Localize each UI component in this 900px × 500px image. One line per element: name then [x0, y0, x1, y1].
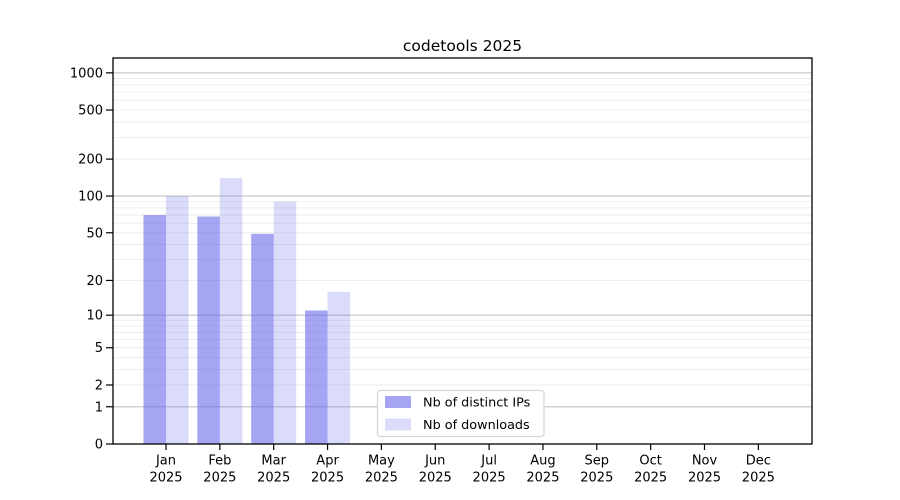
y-tick-label: 100	[78, 190, 103, 205]
bar-jan-nb-of-distinct-ips	[143, 214, 166, 444]
x-tick-label-month: Nov	[692, 454, 718, 469]
x-tick-label-month: Mar	[261, 454, 286, 469]
x-tick-label-year: 2025	[365, 471, 398, 486]
x-tick-label-year: 2025	[257, 471, 290, 486]
legend-label: Nb of downloads	[423, 418, 530, 433]
bar-mar-nb-of-downloads	[273, 201, 297, 444]
legend-swatch-nb-of-downloads	[385, 418, 411, 431]
x-tick-label-year: 2025	[526, 471, 559, 486]
x-tick-label-month: Jun	[424, 454, 445, 469]
legend-box	[376, 389, 545, 438]
x-tick-label-year: 2025	[742, 471, 775, 486]
x-tick-label-month: Jan	[155, 454, 176, 469]
y-tick-label: 1000	[70, 66, 103, 81]
y-tick-label: 5	[95, 341, 103, 356]
bar-feb-nb-of-downloads	[219, 178, 243, 444]
bar-feb-nb-of-distinct-ips	[197, 216, 220, 444]
bar-apr-nb-of-downloads	[327, 291, 351, 444]
y-tick-label: 20	[86, 274, 103, 289]
bar-apr-nb-of-distinct-ips	[305, 310, 328, 444]
legend: Nb of distinct IPs Nb of downloads	[376, 389, 545, 438]
x-tick-label-year: 2025	[634, 471, 667, 486]
axes: 10005002001005020105210Jan2025Feb2025Mar…	[70, 66, 775, 485]
x-tick-label-year: 2025	[580, 471, 613, 486]
x-tick-label-month: Sep	[585, 454, 610, 469]
x-tick-label-year: 2025	[688, 471, 721, 486]
y-tick-label: 10	[86, 309, 103, 324]
x-tick-label-month: Apr	[316, 454, 339, 469]
chart-title: codetools 2025	[403, 37, 522, 55]
legend-swatch-nb-of-distinct-ips	[385, 396, 411, 408]
x-tick-label-year: 2025	[203, 471, 236, 486]
legend-label: Nb of distinct IPs	[423, 396, 531, 411]
x-tick-label-year: 2025	[419, 471, 452, 486]
y-tick-label: 0	[95, 438, 103, 453]
plot-frame	[112, 57, 813, 445]
y-tick-label: 1	[95, 400, 103, 415]
bar-jan-nb-of-downloads	[166, 196, 189, 444]
plot-border	[112, 57, 813, 445]
x-tick-label-month: Aug	[530, 454, 555, 469]
y-tick-label: 2	[95, 378, 103, 393]
x-tick-label-month: Dec	[746, 454, 771, 469]
x-tick-label-month: May	[368, 454, 395, 469]
x-tick-label-year: 2025	[473, 471, 506, 486]
x-tick-label-month: Jul	[480, 454, 497, 469]
x-tick-label-month: Feb	[208, 454, 231, 469]
y-tick-label: 200	[78, 153, 103, 168]
y-tick-label: 50	[86, 226, 103, 241]
bars	[143, 178, 351, 444]
bar-mar-nb-of-distinct-ips	[251, 233, 274, 444]
y-tick-label: 500	[78, 104, 103, 119]
x-tick-label-month: Oct	[639, 454, 661, 469]
x-tick-label-year: 2025	[311, 471, 344, 486]
x-tick-label-year: 2025	[149, 471, 182, 486]
